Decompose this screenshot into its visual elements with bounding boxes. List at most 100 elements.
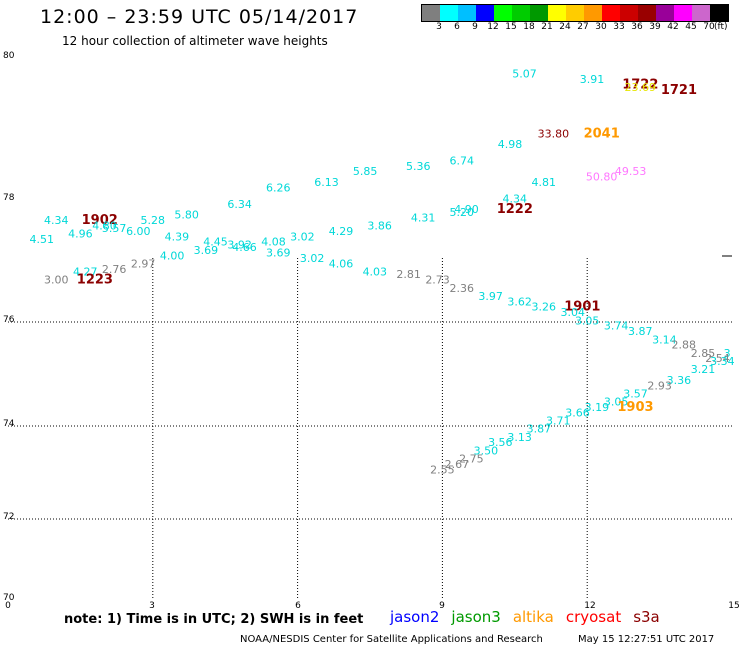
wave-height-value: 2.75 (459, 453, 484, 466)
wave-height-value: 6.13 (314, 176, 339, 189)
x-tick-label: 12 (584, 601, 595, 611)
wave-height-value: 3.87 (527, 423, 552, 436)
wave-height-value: 3.36 (667, 374, 692, 387)
x-tick-label: 6 (295, 601, 301, 611)
wave-height-value: 33.80 (538, 127, 570, 140)
color-scale-label: 36 (631, 22, 643, 32)
y-tick-label: 70 (3, 593, 15, 603)
pass-time-label: 1722 (622, 78, 658, 93)
color-swatch (440, 5, 458, 21)
wave-height-value: 5.20 (449, 206, 474, 219)
color-swatch (584, 5, 602, 21)
wave-height-value: 4.45 (203, 236, 228, 249)
wave-height-value: 4.34 (44, 214, 69, 227)
wave-height-value: 4.27 (73, 266, 98, 279)
color-swatch (620, 5, 638, 21)
color-scale-label: 70 (703, 22, 715, 32)
pass-time-label: 2041 (584, 126, 620, 141)
y-tick-label: 72 (3, 512, 14, 522)
wave-height-value: 3.00 (44, 274, 69, 287)
color-swatch (530, 5, 548, 21)
pass-time-label: 1903 (617, 400, 653, 415)
x-tick-label: 15 (728, 601, 739, 611)
wave-height-value: 49.53 (615, 165, 647, 178)
wave-height-value: 2.85 (691, 347, 716, 360)
map-grid (8, 255, 732, 598)
color-scale-label: 6 (454, 22, 460, 32)
wave-height-value: 3.86 (367, 219, 392, 232)
color-swatch (656, 5, 674, 21)
credit-text: NOAA/NESDIS Center for Satellite Applica… (240, 634, 543, 645)
wave-height-value: 4.98 (498, 138, 523, 151)
y-tick-label: 76 (3, 315, 15, 325)
color-scale-label: 9 (472, 22, 478, 32)
wave-height-value: 2.88 (671, 339, 696, 352)
x-tick-label: 9 (439, 601, 445, 611)
wave-height-value: 5.36 (406, 160, 431, 173)
pass-time-label: 1721 (661, 83, 697, 98)
pass-time-label: 1223 (77, 273, 113, 288)
wave-height-value: 50.80 (586, 171, 618, 184)
wave-height-value: 5.85 (353, 165, 378, 178)
x-tick-label: 3 (149, 601, 155, 611)
wave-height-value: 3.69 (266, 247, 291, 260)
color-scale-label: 24 (559, 22, 571, 32)
wave-height-value: 2.36 (449, 282, 474, 295)
wave-height-value: 4.29 (329, 225, 354, 238)
wave-height-value: 6.74 (449, 154, 474, 167)
wave-height-value: 3.74 (604, 320, 629, 333)
x-axis-labels: 0 3 6 9 12 15 (5, 601, 740, 611)
color-swatch (674, 5, 692, 21)
wave-height-value: 3.14 (652, 333, 677, 346)
wave-height-value: 2.55 (430, 463, 455, 476)
wave-height-value: 3.26 (532, 301, 557, 314)
wave-height-value: 3.92 (227, 238, 252, 251)
wave-height-value: 23.69 (625, 81, 657, 94)
pass-time-label: 1901 (564, 300, 600, 315)
legend-jason3: jason3 (451, 608, 501, 626)
color-swatch (638, 5, 656, 21)
color-scale-label: 18 (523, 22, 535, 32)
pass-time-label: 1222 (497, 202, 533, 217)
wave-height-value: 4.96 (68, 228, 93, 241)
color-swatch (422, 5, 440, 21)
color-scale-bar (421, 4, 729, 22)
color-swatch (494, 5, 512, 21)
color-scale-label: 30 (595, 22, 607, 32)
wave-height-value: 3.02 (300, 252, 325, 265)
wave-height-value: 5.07 (512, 68, 537, 81)
legend-altika: altika (512, 608, 554, 626)
color-scale-label: 33 (613, 22, 625, 32)
wave-height-value: 4.80 (92, 219, 117, 232)
wave-height-value: 3.71 (546, 415, 571, 428)
wave-height-value: 5.28 (141, 214, 166, 227)
color-scale-label: 39 (649, 22, 661, 32)
wave-height-value: 4.06 (329, 257, 354, 270)
wave-height-value: 4.00 (160, 249, 185, 262)
wave-height-value: 5.57 (102, 222, 127, 235)
wave-height-value: 4.08 (261, 236, 286, 249)
color-scale-label: 15 (505, 22, 517, 32)
wave-height-value: 3.50 (474, 444, 499, 457)
wave-height-value: 3.66 (565, 406, 590, 419)
page-subtitle: 12 hour collection of altimeter wave hei… (62, 34, 328, 48)
wave-height-value: 2.81 (396, 268, 421, 281)
wave-height-value: 5.80 (174, 209, 199, 222)
wave-height-value: 6.34 (227, 198, 252, 211)
wave-height-value: 3.05 (604, 396, 629, 409)
color-swatch (458, 5, 476, 21)
color-swatch (710, 5, 728, 21)
wave-height-value: 3.05 (575, 314, 600, 327)
wave-height-value: 4.81 (532, 176, 557, 189)
wave-height-value: 3.91 (580, 73, 605, 86)
wave-height-value: 2.93 (647, 379, 672, 392)
y-tick-label: 78 (3, 193, 15, 203)
wave-height-value: 4.39 (165, 230, 190, 243)
wave-height-value: 3.04 (560, 306, 585, 319)
color-scale-label: 21 (541, 22, 553, 32)
color-scale-label: 12 (487, 22, 499, 32)
wave-height-value: 4.51 (30, 233, 55, 246)
wave-height-value: 4.03 (363, 266, 388, 279)
wave-height-value: 2.67 (445, 458, 470, 471)
